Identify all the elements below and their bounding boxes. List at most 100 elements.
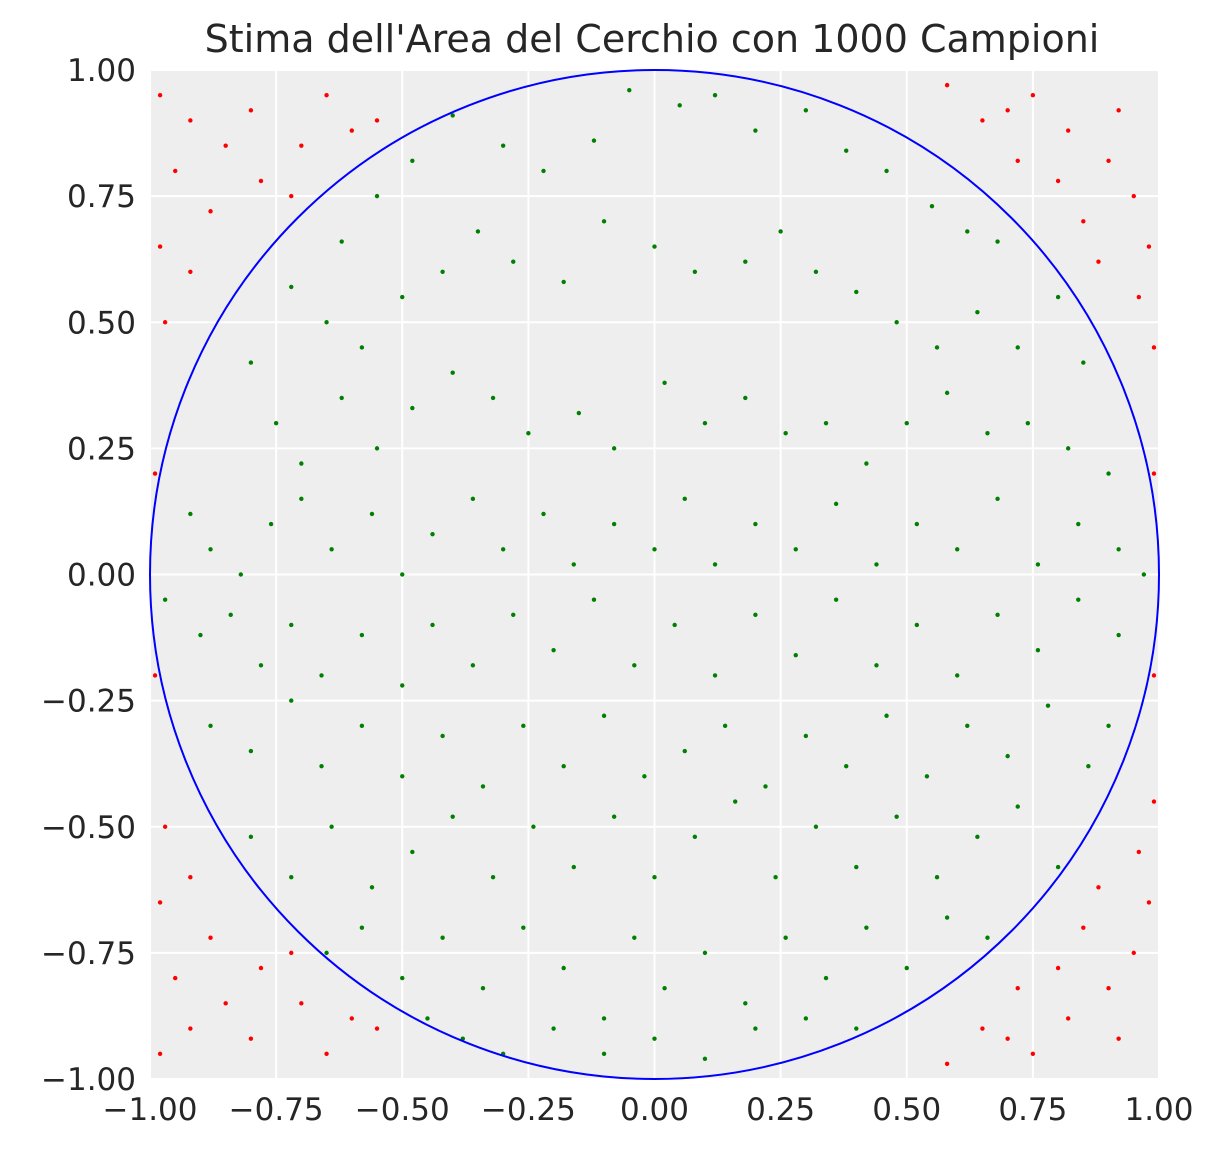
data-point-0-108	[874, 663, 879, 668]
data-point-0-65	[299, 496, 304, 502]
data-point-0-92	[258, 663, 264, 668]
data-point-1-61	[152, 673, 158, 678]
data-point-1-8	[374, 118, 380, 123]
data-point-0-3	[450, 113, 455, 118]
data-point-0-71	[500, 547, 506, 552]
data-point-1-16	[1065, 128, 1071, 133]
data-point-0-101	[591, 597, 597, 602]
data-point-0-110	[955, 673, 960, 678]
data-point-1-12	[248, 108, 254, 113]
data-point-1-58	[1055, 965, 1061, 971]
data-point-0-133	[924, 774, 930, 779]
data-point-0-170	[702, 950, 708, 956]
data-point-0-157	[975, 834, 980, 840]
data-point-0-177	[985, 935, 990, 940]
data-point-0-60	[1106, 471, 1111, 476]
data-point-0-121	[440, 733, 445, 739]
data-point-1-57	[1096, 885, 1101, 890]
data-point-0-15	[965, 229, 970, 234]
data-point-1-21	[1015, 158, 1020, 164]
data-point-1-17	[1106, 158, 1111, 164]
data-point-0-39	[273, 420, 279, 426]
data-point-0-87	[1116, 547, 1121, 552]
x-tick-label-2: −0.50	[355, 1092, 450, 1128]
data-point-0-85	[1035, 562, 1041, 567]
data-point-0-50	[702, 420, 708, 426]
data-point-1-52	[980, 1026, 985, 1031]
data-points	[152, 82, 1157, 1067]
data-point-0-178	[425, 1016, 430, 1021]
data-point-1-11	[162, 320, 168, 325]
data-point-0-129	[763, 784, 768, 789]
data-point-0-37	[1081, 360, 1086, 365]
data-point-0-41	[339, 395, 344, 401]
data-point-1-55	[1136, 849, 1142, 855]
data-point-0-144	[450, 814, 455, 819]
data-point-1-27	[1096, 259, 1101, 264]
data-point-1-35	[208, 935, 213, 940]
data-point-0-145	[490, 875, 496, 880]
data-point-0-182	[601, 1051, 607, 1056]
data-point-0-143	[410, 849, 415, 855]
data-point-0-93	[289, 622, 294, 628]
data-point-1-43	[289, 950, 294, 956]
data-point-0-64	[268, 521, 274, 527]
data-point-0-45	[490, 395, 496, 401]
data-point-0-77	[712, 562, 718, 567]
data-point-1-56	[1151, 799, 1157, 804]
data-point-0-38	[248, 360, 254, 365]
data-point-1-14	[349, 128, 354, 133]
data-point-1-41	[162, 824, 168, 829]
data-point-0-123	[521, 723, 526, 729]
data-point-0-27	[692, 269, 698, 274]
data-point-0-14	[929, 204, 935, 209]
data-point-0-90	[198, 632, 203, 638]
data-point-0-9	[712, 93, 718, 98]
data-point-0-167	[601, 1016, 607, 1021]
data-point-1-37	[324, 1051, 329, 1056]
data-point-1-26	[1151, 345, 1157, 350]
data-point-0-10	[753, 128, 758, 133]
data-point-0-69	[430, 531, 435, 537]
data-point-0-131	[844, 764, 849, 769]
data-point-1-54	[1116, 1036, 1121, 1041]
data-point-0-75	[652, 547, 657, 552]
data-point-0-83	[955, 547, 960, 552]
data-point-0-120	[400, 774, 405, 779]
data-point-0-76	[682, 496, 687, 502]
data-point-1-34	[173, 975, 178, 981]
data-point-1-32	[223, 1001, 228, 1006]
data-point-0-173	[823, 975, 829, 981]
data-point-0-11	[803, 108, 809, 113]
data-point-1-3	[258, 178, 264, 184]
data-point-0-164	[480, 985, 486, 991]
data-point-0-44	[450, 370, 455, 375]
data-point-0-16	[995, 239, 1000, 244]
data-point-0-4	[500, 143, 506, 148]
data-point-0-51	[743, 395, 748, 401]
x-tick-label-5: 0.25	[746, 1092, 815, 1128]
data-point-0-6	[591, 138, 597, 143]
data-point-0-86	[1076, 521, 1081, 527]
data-point-0-124	[561, 764, 566, 769]
data-point-0-5	[541, 168, 546, 174]
data-point-0-171	[743, 1001, 748, 1006]
data-point-1-45	[1030, 1051, 1036, 1056]
data-point-0-84	[995, 496, 1000, 502]
data-point-0-12	[844, 148, 849, 153]
data-point-1-51	[1015, 985, 1020, 991]
data-point-0-1	[374, 193, 380, 199]
x-tick-label-3: −0.25	[481, 1092, 576, 1128]
data-point-0-56	[944, 390, 950, 396]
data-point-1-7	[324, 93, 329, 98]
y-tick-label-1: −0.75	[41, 936, 136, 972]
data-point-0-165	[521, 925, 526, 930]
data-point-0-68	[400, 572, 405, 577]
data-point-0-112	[1035, 647, 1041, 653]
data-point-1-29	[1005, 108, 1010, 113]
data-point-0-94	[319, 673, 324, 678]
data-point-0-29	[778, 229, 783, 234]
data-point-1-24	[1116, 108, 1121, 113]
data-point-0-162	[400, 975, 405, 981]
data-point-0-81	[874, 562, 879, 567]
